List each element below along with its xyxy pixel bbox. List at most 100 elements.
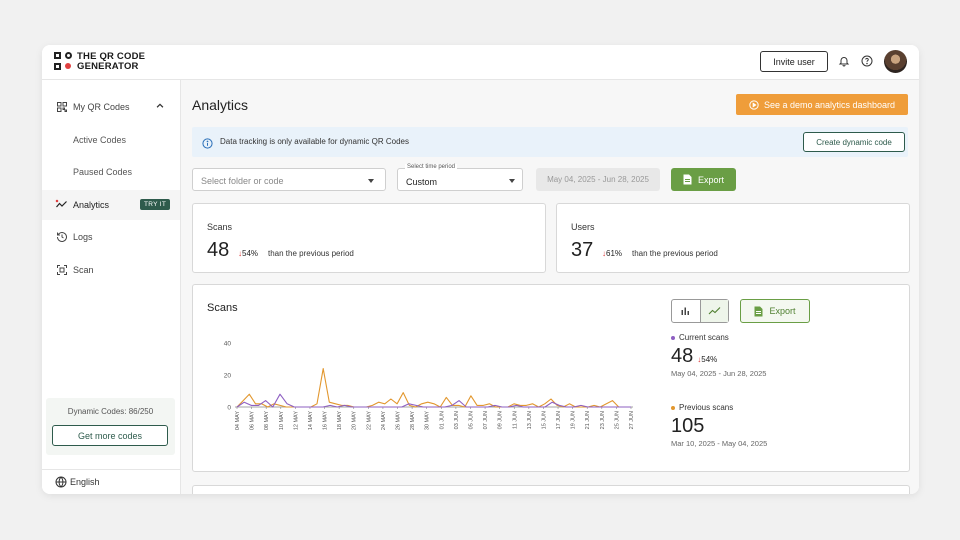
x-tick-label: 28 MAY <box>410 411 416 430</box>
sidebar-item-paused-codes[interactable]: Paused Codes <box>42 157 180 187</box>
bell-icon[interactable] <box>837 54 851 68</box>
time-period-value: Custom <box>406 177 438 187</box>
stat-value: 48 <box>207 239 230 261</box>
date-range-field: May 04, 2025 - Jun 28, 2025 <box>536 168 660 191</box>
file-icon <box>683 174 692 185</box>
current-scans-label: Current scans <box>679 333 729 342</box>
sidebar-item-label: Active Codes <box>73 135 127 145</box>
x-tick-label: 13 JUN <box>527 411 533 429</box>
stat-compare-text: than the previous period <box>268 249 354 258</box>
demo-dashboard-button[interactable]: See a demo analytics dashboard <box>736 94 908 115</box>
chart-export-label: Export <box>769 306 796 316</box>
scans-line-chart: 0 20 40 04 MAY 06 MAY 08 MAY 10 MAY 12 MAY 14 MA… <box>224 341 635 431</box>
x-tick-label: 12 MAY <box>293 411 299 430</box>
current-scans-value: 48 <box>671 345 694 367</box>
stat-change-value: 61% <box>606 249 623 258</box>
y-tick-label: 20 <box>224 373 232 380</box>
x-tick-label: 04 MAY <box>235 411 241 430</box>
top-bar: THE QR CODE GENERATOR Invite user <box>42 45 919 80</box>
current-scans-line <box>236 393 631 408</box>
current-scans-change: 54% <box>701 355 718 364</box>
logo-qr-icon <box>54 52 73 71</box>
previous-scans-value: 105 <box>671 415 705 437</box>
try-it-badge: TRY IT <box>140 199 171 210</box>
chart-export-button[interactable]: Export <box>740 299 810 323</box>
x-tick-label: 20 MAY <box>352 411 358 430</box>
x-tick-label: 27 JUN <box>629 411 635 429</box>
globe-icon <box>55 476 67 490</box>
export-button[interactable]: Export <box>671 168 736 191</box>
sidebar-item-label: Analytics <box>73 200 110 210</box>
x-tick-label: 09 JUN <box>498 411 504 429</box>
folder-select-placeholder: Select folder or code <box>201 176 284 186</box>
previous-scans-range: Mar 10, 2025 - May 04, 2025 <box>671 439 768 448</box>
info-text: Data tracking is only available for dyna… <box>220 137 409 146</box>
stat-label: Users <box>571 222 595 232</box>
x-tick-label: 11 JUN <box>512 411 518 429</box>
info-banner: Data tracking is only available for dyna… <box>192 127 908 157</box>
x-tick-label: 17 JUN <box>556 411 562 429</box>
sidebar-item-logs[interactable]: Logs <box>42 222 180 252</box>
time-period-select[interactable]: Select time period Custom <box>397 164 523 191</box>
sidebar-item-label: My QR Codes <box>73 102 130 112</box>
create-dynamic-code-button[interactable]: Create dynamic code <box>803 132 905 152</box>
logo[interactable]: THE QR CODE GENERATOR <box>54 52 145 71</box>
previous-scans-legend: Previous scans 105 Mar 10, 2025 - May 04… <box>671 403 767 448</box>
info-icon <box>202 136 213 154</box>
language-selector[interactable]: English <box>42 469 180 494</box>
get-more-codes-button[interactable]: Get more codes <box>52 425 168 446</box>
sidebar-item-label: Scan <box>73 265 94 275</box>
logo-text: THE QR CODE GENERATOR <box>77 52 145 71</box>
caret-down-icon <box>368 179 374 183</box>
bar-chart-icon <box>681 307 690 315</box>
qr-grid-icon <box>55 101 68 114</box>
caret-down-icon <box>509 179 515 183</box>
users-stat-card: Users 37 ↓61% than the previous period <box>556 203 910 273</box>
chevron-up-icon[interactable] <box>155 101 165 113</box>
scans-stat-card: Scans 48 ↓54% than the previous period <box>192 203 546 273</box>
stat-change: ↓54% <box>238 249 258 258</box>
invite-user-button[interactable]: Invite user <box>760 51 828 72</box>
line-chart-toggle[interactable] <box>699 300 728 322</box>
x-tick-label: 21 JUN <box>585 411 591 429</box>
x-tick-label: 22 MAY <box>366 411 372 430</box>
x-tick-label: 06 MAY <box>250 411 256 430</box>
x-tick-label: 25 JUN <box>614 411 620 429</box>
x-tick-label: 16 MAY <box>323 411 329 430</box>
sidebar-item-scan[interactable]: Scan <box>42 255 180 285</box>
x-tick-label: 19 JUN <box>571 411 577 429</box>
play-circle-icon <box>749 99 759 110</box>
history-icon <box>55 231 68 244</box>
chart-type-toggle <box>671 299 729 323</box>
next-panel <box>192 485 910 494</box>
folder-select[interactable]: Select folder or code <box>192 168 386 191</box>
sidebar-item-active-codes[interactable]: Active Codes <box>42 125 180 155</box>
sidebar-item-analytics[interactable]: Analytics TRY IT <box>42 190 180 220</box>
x-tick-label: 05 JUN <box>468 411 474 429</box>
bar-chart-toggle[interactable] <box>672 300 700 322</box>
x-tick-label: 30 MAY <box>425 411 431 430</box>
help-icon[interactable] <box>860 54 874 68</box>
file-icon <box>754 306 763 316</box>
app-window: THE QR CODE GENERATOR Invite user My QR … <box>42 45 919 494</box>
export-label: Export <box>697 174 724 185</box>
sidebar-item-label: Paused Codes <box>73 167 133 177</box>
time-period-label: Select time period <box>405 164 458 170</box>
avatar[interactable] <box>884 50 907 73</box>
language-label: English <box>70 477 100 487</box>
analytics-icon <box>55 199 68 212</box>
stat-change: ↓61% <box>602 249 622 258</box>
stat-change-value: 54% <box>242 249 259 258</box>
stat-compare-text: than the previous period <box>632 249 718 258</box>
x-tick-label: 18 MAY <box>337 411 343 430</box>
current-scans-range: May 04, 2025 - Jun 28, 2025 <box>671 369 767 378</box>
x-tick-label: 14 MAY <box>308 411 314 430</box>
line-chart-icon <box>708 307 721 315</box>
previous-scans-line <box>236 368 631 408</box>
quota-text: Dynamic Codes: 86/250 <box>67 407 154 416</box>
current-scans-legend: Current scans 48 ↓54% May 04, 2025 - Jun… <box>671 333 766 378</box>
sidebar-item-my-qr-codes[interactable]: My QR Codes <box>42 92 180 122</box>
logo-line-2: GENERATOR <box>77 60 139 72</box>
x-tick-label: 24 MAY <box>381 411 387 430</box>
scans-chart-card: Scans Export 0 20 40 04 MAY 06 MAY 08 MAY 10 M… <box>192 284 910 472</box>
